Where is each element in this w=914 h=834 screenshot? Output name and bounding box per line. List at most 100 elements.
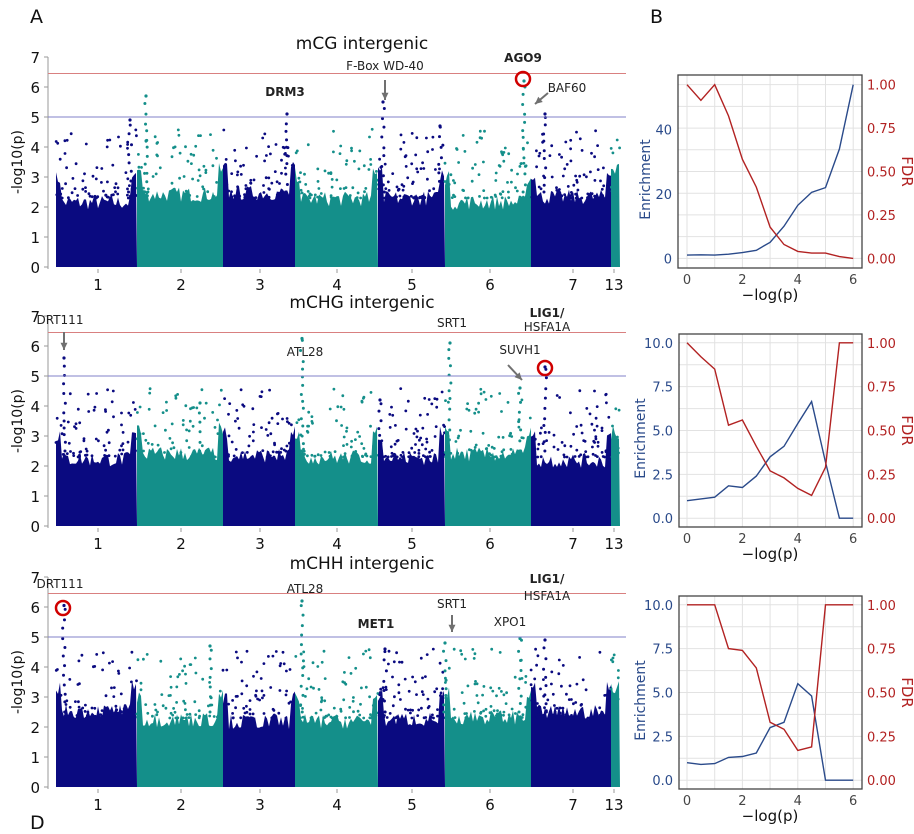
data-point	[303, 452, 306, 456]
peak-point	[286, 146, 290, 150]
data-point	[575, 425, 579, 428]
data-point	[536, 447, 540, 451]
data-point	[168, 437, 172, 440]
data-point	[179, 451, 183, 454]
peak-point	[144, 122, 148, 126]
data-point	[358, 713, 362, 717]
data-point	[245, 684, 249, 688]
data-point	[433, 690, 437, 694]
data-point	[411, 180, 415, 184]
y-tick-label: 5	[30, 629, 40, 647]
data-point	[536, 654, 540, 658]
data-point	[478, 136, 482, 140]
data-point	[208, 455, 212, 459]
data-point	[306, 143, 310, 147]
data-point	[361, 454, 364, 458]
data-point	[284, 693, 288, 697]
data-point	[191, 424, 195, 428]
data-point	[563, 193, 566, 197]
data-point	[596, 144, 599, 148]
data-point	[328, 454, 332, 458]
data-point	[431, 135, 435, 139]
data-point	[395, 651, 398, 655]
data-point	[117, 135, 120, 139]
peak-point	[299, 652, 303, 656]
data-point	[135, 712, 139, 716]
data-point	[126, 440, 130, 444]
data-point	[69, 450, 72, 453]
data-point	[297, 418, 301, 422]
data-point	[156, 154, 159, 158]
data-point	[150, 443, 154, 446]
data-point	[169, 447, 173, 451]
gene-label: SRT1	[437, 597, 467, 611]
data-point	[555, 188, 559, 192]
peak-point	[447, 389, 451, 393]
data-point	[344, 162, 348, 166]
data-point	[378, 691, 382, 694]
data-point	[598, 706, 602, 710]
data-point	[536, 702, 539, 705]
peak-point	[543, 693, 547, 697]
data-point	[127, 184, 131, 188]
data-point	[415, 136, 419, 140]
data-point	[221, 668, 225, 672]
series-line-fdr	[686, 83, 854, 260]
data-point	[466, 402, 469, 405]
peak-point	[542, 190, 546, 194]
data-point	[206, 190, 210, 194]
data-point	[539, 187, 543, 191]
data-point	[95, 392, 98, 395]
data-point	[399, 698, 402, 701]
peak-point	[209, 648, 213, 652]
data-point	[535, 165, 538, 169]
data-point	[139, 688, 143, 692]
data-point	[555, 394, 559, 397]
data-point	[600, 429, 604, 432]
data-point	[202, 164, 206, 168]
data-point	[114, 190, 117, 194]
data-point	[606, 716, 610, 720]
data-point	[407, 451, 411, 454]
data-point	[84, 703, 87, 707]
data-point	[459, 649, 463, 653]
data-point	[556, 448, 560, 451]
data-point	[343, 681, 346, 685]
peak-point	[300, 633, 304, 637]
peak-point	[143, 101, 147, 105]
data-point	[106, 138, 109, 142]
series-line-enrichment	[686, 682, 854, 781]
data-point	[106, 388, 109, 392]
data-point	[205, 455, 209, 459]
peak-point	[301, 673, 305, 677]
peak-point	[382, 679, 386, 683]
data-point	[540, 426, 543, 430]
data-point	[536, 455, 540, 459]
data-point	[354, 666, 358, 670]
data-point	[475, 455, 479, 459]
data-point	[356, 709, 360, 713]
data-point	[417, 455, 421, 459]
data-point	[612, 653, 616, 657]
data-point	[410, 446, 414, 450]
data-point	[481, 431, 485, 435]
data-point	[262, 712, 266, 715]
data-point	[581, 678, 585, 682]
chromosome-5-points	[378, 688, 445, 787]
peak-point	[544, 387, 548, 391]
data-point	[74, 162, 78, 166]
data-point	[296, 452, 300, 456]
data-point	[524, 681, 527, 684]
data-point	[524, 675, 528, 678]
data-point	[425, 653, 429, 656]
data-point	[478, 195, 481, 198]
data-point	[362, 447, 366, 450]
data-point	[181, 419, 185, 422]
data-point	[593, 389, 596, 393]
data-point	[270, 181, 274, 185]
peak-point	[62, 411, 66, 415]
data-point	[403, 677, 407, 681]
data-point	[350, 454, 354, 458]
gene-label: F-Box WD-40	[346, 59, 424, 73]
y-tick-label: 7.5	[652, 381, 673, 396]
